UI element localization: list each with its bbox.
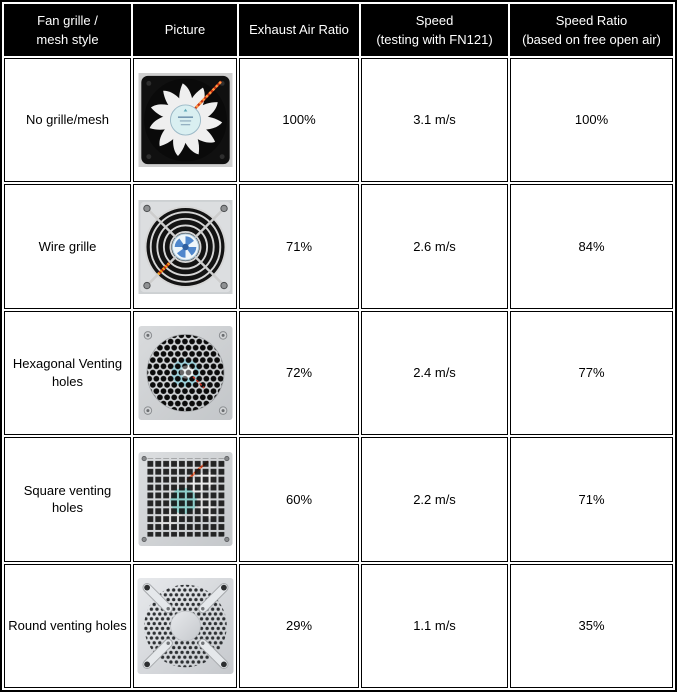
picture-cell [133, 437, 237, 562]
style-cell: Hexagonal Venting holes [4, 310, 131, 436]
speed-ratio-cell: 84% [510, 184, 673, 309]
header-speed-line1: Speed [415, 12, 454, 28]
exhaust-air-ratio-cell: 71% [239, 184, 359, 309]
speed-cell: 3.1 m/s [361, 58, 508, 183]
header-style-line1: Fan grille / [37, 12, 98, 28]
style-cell: Square venting holes [4, 437, 131, 562]
style-cell: Wire grille [4, 184, 131, 309]
speed-cell: 2.4 m/s [361, 310, 508, 436]
header-speed-line2: (testing with FN121) [376, 32, 493, 47]
header-cell-speed-ratio: Speed Ratio (based on free open air) [510, 4, 673, 56]
table-row-no-grille: No grille/mesh [4, 58, 673, 183]
exhaust-air-ratio-cell: 29% [239, 563, 359, 688]
header-picture-line1: Picture [164, 22, 206, 38]
speed-ratio-cell: 35% [510, 563, 673, 688]
table-row-hexagonal-vent: Hexagonal Venting holes [4, 310, 673, 436]
picture-cell [133, 563, 237, 688]
table-row-round-vent: Round venting holes [4, 563, 673, 688]
fan-hexagonal-vent-image [138, 325, 232, 420]
picture-cell [133, 58, 237, 183]
speed-ratio-cell: 100% [510, 58, 673, 183]
speed-cell: 1.1 m/s [361, 563, 508, 688]
header-style-line2: mesh style [36, 32, 99, 47]
picture-cell [133, 184, 237, 309]
table-body: No grille/mesh [4, 58, 673, 688]
header-cell-speed: Speed (testing with FN121) [361, 4, 508, 56]
table-row-square-vent: Square venting holes [4, 437, 673, 562]
picture-cell [133, 310, 237, 436]
speed-ratio-cell: 71% [510, 437, 673, 562]
header-speed-ratio-line1: Speed Ratio [555, 12, 628, 28]
table-header: Fan grille / mesh style Picture Exhaust … [4, 4, 673, 56]
header-cell-picture: Picture [133, 4, 237, 56]
style-cell: No grille/mesh [4, 58, 131, 183]
speed-cell: 2.6 m/s [361, 184, 508, 309]
speed-cell: 2.2 m/s [361, 437, 508, 562]
style-cell: Round venting holes [4, 563, 131, 688]
header-cell-exhaust-air-ratio: Exhaust Air Ratio [239, 4, 359, 56]
header-speed-ratio-line2: (based on free open air) [522, 32, 661, 47]
exhaust-air-ratio-cell: 60% [239, 437, 359, 562]
table-row-wire-grille: Wire grille [4, 184, 673, 309]
fan-no-grille-image [138, 73, 232, 168]
exhaust-air-ratio-cell: 100% [239, 58, 359, 183]
header-row: Fan grille / mesh style Picture Exhaust … [4, 4, 673, 56]
header-cell-style: Fan grille / mesh style [4, 4, 131, 56]
fan-round-vent-image [137, 577, 233, 674]
exhaust-air-ratio-cell: 72% [239, 310, 359, 436]
speed-ratio-cell: 77% [510, 310, 673, 436]
header-exhaust-line1: Exhaust Air Ratio [249, 22, 349, 38]
fan-square-vent-image [138, 452, 232, 547]
fan-wire-grille-image [138, 199, 232, 294]
